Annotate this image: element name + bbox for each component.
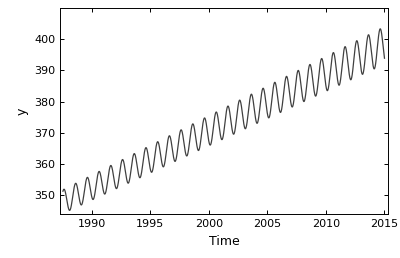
X-axis label: Time: Time	[209, 235, 239, 248]
Y-axis label: y: y	[16, 107, 28, 115]
